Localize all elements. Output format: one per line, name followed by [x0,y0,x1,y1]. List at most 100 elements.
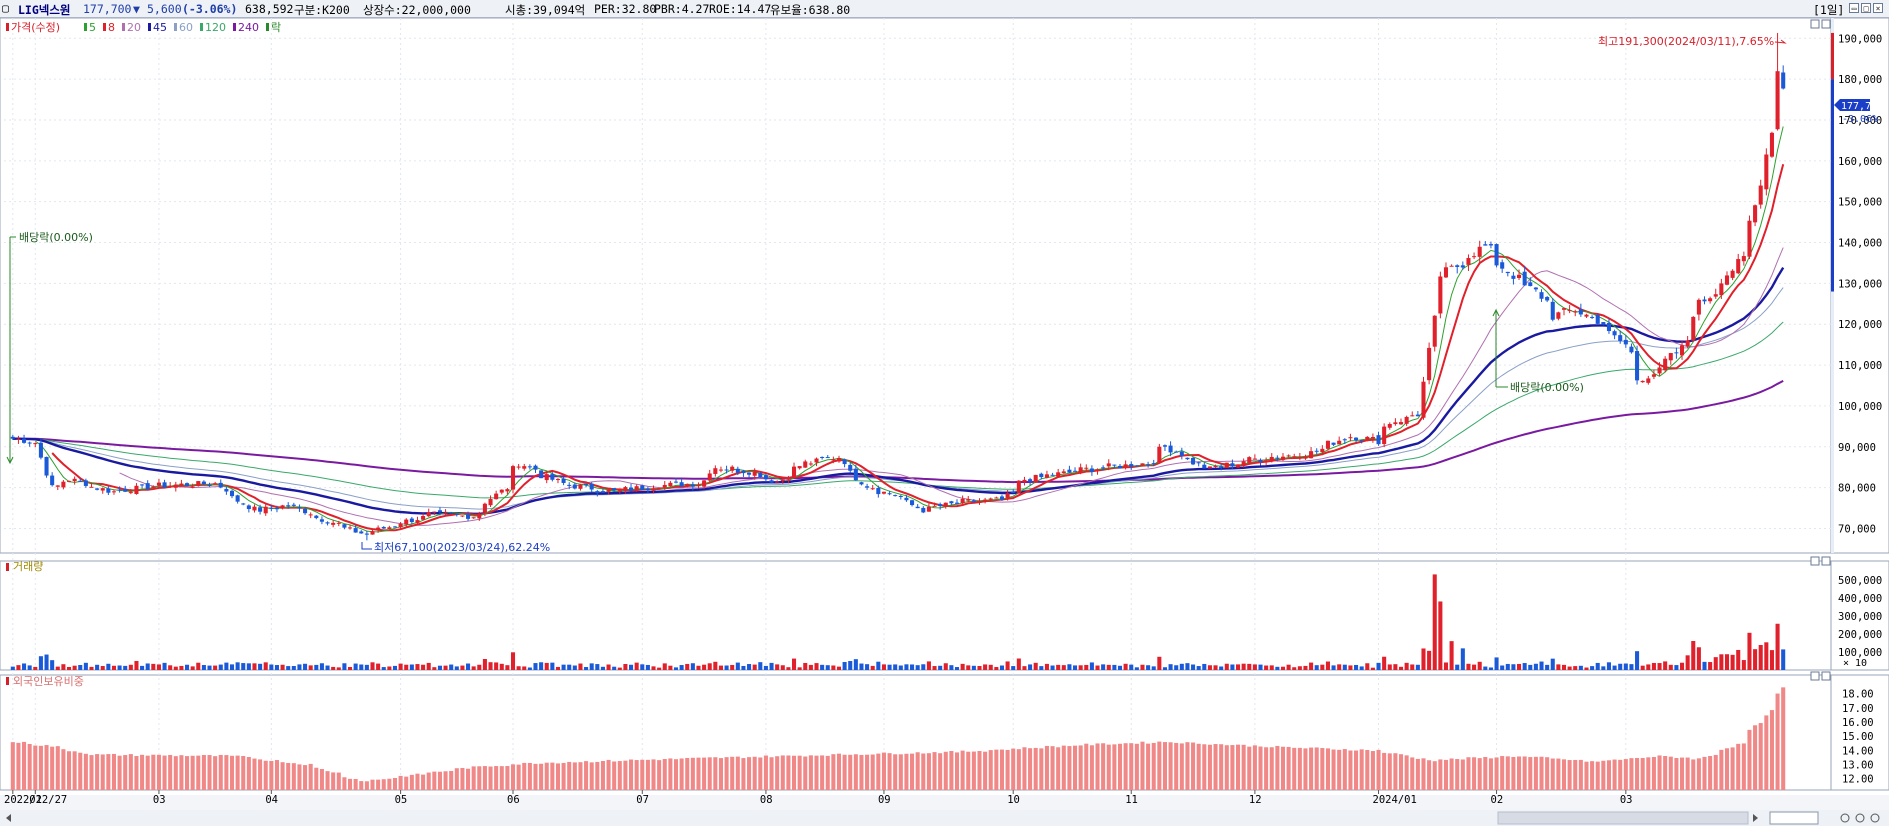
foreign-ownership-bar [690,757,695,790]
foreign-ownership-bar [718,758,723,790]
foreign-ownership-bar [1252,745,1257,790]
legend-item: 8 [108,21,115,34]
maximize-icon[interactable]: □ [1861,3,1871,13]
foreign-ownership-bar [1601,760,1606,790]
foreign-ownership-bar [831,754,836,790]
candle-body [1629,346,1634,353]
foreign-ownership-bar [1196,743,1201,790]
foreign-ownership-bar [224,755,229,790]
foreign-ownership-bar [494,766,499,790]
foreign-ownership-bar [168,754,173,790]
zoom-out-icon[interactable] [1840,813,1850,823]
foreign-ownership-bar [331,772,336,790]
candle-body [893,495,898,497]
candle-body [1573,311,1578,313]
candle-body [1157,446,1162,463]
zoom-in-icon[interactable] [1855,813,1865,823]
candle-body [1556,312,1561,319]
foreign-panel-close-icon[interactable] [1821,671,1831,681]
candle-body [325,522,330,524]
price-change-pct: (-3.06%) [182,2,238,16]
foreign-ownership-bar [1162,742,1167,790]
legend-item: 5 [89,21,96,34]
foreign-ownership-bar [1247,746,1252,790]
foreign-ownership-bar [246,757,251,790]
volume-bar [595,664,600,670]
candle-body [1359,440,1364,442]
foreign-ownership-bar [1179,743,1184,790]
foreign-ownership-bar [533,763,538,790]
foreign-ownership-bar [1297,747,1302,790]
stock-name[interactable]: LIG넥스원 [18,3,71,17]
window-checkbox-icon[interactable]: ▢ [2,1,9,15]
volume-bar [50,660,55,670]
candle-body [38,442,43,458]
volume-bar [319,663,324,670]
volume-bar [196,662,201,670]
foreign-ownership-bar [555,763,561,790]
price-tick-label: 90,000 [1838,442,1876,454]
foreign-ownership-bar [1500,756,1505,790]
close-icon[interactable]: × [1873,3,1883,13]
candle-body [1455,265,1460,267]
volume-bar [1067,664,1072,670]
foreign-ownership-bar [623,760,628,790]
volume-panel-max-icon[interactable] [1810,556,1820,566]
candle-body [218,482,223,488]
scroll-left-icon[interactable] [6,814,11,822]
scroll-right-icon[interactable] [1753,814,1758,822]
period-selector[interactable]: [1일] [1813,3,1845,17]
candle-body [1252,458,1257,460]
volume-bar [988,664,993,670]
price-tick-label: 80,000 [1838,483,1876,495]
foreign-ownership-bar [482,766,487,790]
volume-bar [1117,665,1123,670]
volume-bar [353,663,358,670]
foreign-ownership-bar [1292,747,1297,790]
volume-bar [651,666,656,670]
volume-tick-label: 300,000 [1838,611,1882,623]
price-panel-max-icon[interactable] [1810,19,1820,29]
dividend-marker-left [9,236,16,463]
foreign-ownership-bar [449,770,454,790]
candle-body [100,488,105,491]
candle-body [274,508,279,510]
foreign-panel-max-icon[interactable] [1810,671,1820,681]
volume-bar [106,663,111,670]
volume-bar [763,665,768,670]
volume-bar [1213,665,1218,670]
candle-body [1539,292,1544,299]
volume-bar [1466,663,1471,670]
candle-body [123,488,128,492]
volume-bar [1331,665,1336,670]
scrollbar-track[interactable] [0,810,1889,826]
candle-body [83,480,88,486]
volume-panel-close-icon[interactable] [1821,556,1831,566]
restore-icon[interactable]: ▭ [1849,3,1859,13]
foreign-ownership-bar [1635,757,1640,790]
foreign-ownership-bar [128,754,133,790]
volume-bar [910,664,915,670]
scrollbar-thumb[interactable] [1497,811,1749,825]
foreign-ownership-bar [589,762,594,790]
foreign-ownership-bar [561,762,566,790]
price-panel-close-icon[interactable] [1821,19,1831,29]
candle-body [1567,310,1572,312]
candle-body [1635,351,1640,381]
volume-bar [1668,664,1673,670]
zoom-reset-icon[interactable] [1870,813,1880,823]
volume-bar [831,665,836,670]
zoom-slider[interactable] [1769,811,1819,825]
foreign-ownership-bar [477,766,482,790]
volume-bar [1455,664,1460,670]
foreign-ownership-bar [898,754,903,790]
volume-bar [848,661,853,670]
foreign-ownership-bar [27,744,32,790]
candle-body [1764,154,1769,190]
volume-bar [1359,666,1364,670]
candle-body [269,507,274,509]
foreign-ownership-bar [848,754,853,790]
candle-body [128,492,133,494]
foreign-ownership-bar [1084,743,1089,790]
